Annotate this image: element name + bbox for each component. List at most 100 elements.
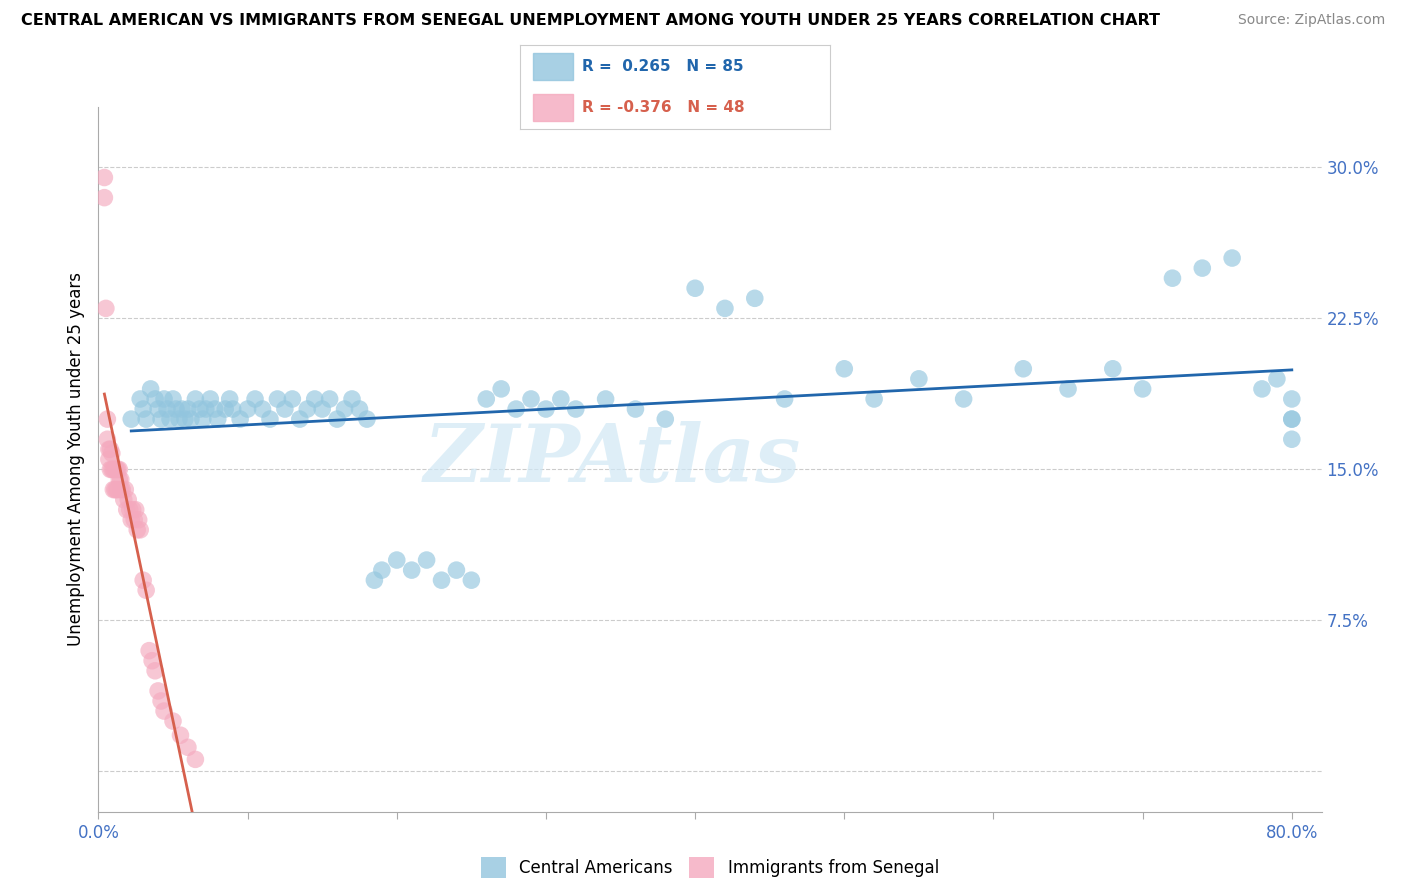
Point	[101, 446, 124, 460]
Point	[475, 392, 498, 406]
Text: R =  0.265   N = 85: R = 0.265 N = 85	[582, 59, 744, 74]
Point	[120, 513, 142, 527]
Point	[107, 462, 129, 476]
Point	[1281, 412, 1303, 426]
Point	[103, 483, 125, 497]
Point	[214, 402, 236, 417]
Point	[117, 492, 139, 507]
Point	[595, 392, 617, 406]
Point	[110, 483, 132, 497]
Point	[135, 412, 157, 426]
Point	[908, 372, 931, 386]
Point	[118, 502, 141, 516]
Point	[132, 573, 155, 587]
Point	[489, 382, 512, 396]
Point	[1281, 392, 1303, 406]
Text: R = -0.376   N = 48: R = -0.376 N = 48	[582, 100, 745, 115]
Point	[229, 412, 252, 426]
Point	[174, 412, 197, 426]
Point	[125, 502, 148, 516]
Point	[243, 392, 266, 406]
Point	[505, 402, 527, 417]
Point	[194, 402, 217, 417]
Point	[773, 392, 796, 406]
Point	[371, 563, 394, 577]
Point	[624, 402, 647, 417]
Point	[112, 492, 135, 507]
Point	[534, 402, 557, 417]
Point	[153, 392, 176, 406]
Point	[120, 412, 142, 426]
Point	[132, 402, 155, 417]
Point	[550, 392, 572, 406]
Point	[153, 704, 176, 718]
Point	[93, 191, 115, 205]
Point	[863, 392, 886, 406]
Point	[105, 483, 128, 497]
Point	[297, 402, 319, 417]
Point	[143, 664, 166, 678]
Point	[129, 392, 152, 406]
Point	[114, 483, 136, 497]
Point	[108, 462, 131, 476]
Point	[97, 442, 120, 457]
Point	[385, 553, 408, 567]
Point	[304, 392, 326, 406]
Point	[281, 392, 304, 406]
Point	[952, 392, 974, 406]
Point	[460, 573, 482, 587]
Point	[108, 473, 131, 487]
Point	[520, 392, 543, 406]
Point	[165, 402, 187, 417]
Point	[349, 402, 371, 417]
Point	[1012, 361, 1035, 376]
Y-axis label: Unemployment Among Youth under 25 years: Unemployment Among Youth under 25 years	[66, 272, 84, 647]
Point	[96, 432, 118, 446]
Point	[162, 392, 184, 406]
Point	[150, 694, 173, 708]
Point	[714, 301, 737, 316]
Point	[167, 412, 190, 426]
Point	[259, 412, 281, 426]
Point	[266, 392, 288, 406]
Point	[104, 462, 127, 476]
Point	[180, 412, 202, 426]
Point	[170, 402, 193, 417]
Point	[94, 301, 117, 316]
Point	[129, 523, 152, 537]
Point	[143, 392, 166, 406]
Point	[1161, 271, 1184, 285]
Point	[1265, 372, 1288, 386]
Point	[93, 170, 115, 185]
Point	[363, 573, 385, 587]
Point	[326, 412, 349, 426]
Point	[146, 402, 169, 417]
Bar	[533, 94, 572, 120]
Point	[139, 382, 162, 396]
Point	[1220, 251, 1243, 265]
Point	[218, 392, 240, 406]
Point	[150, 412, 173, 426]
Point	[288, 412, 311, 426]
Point	[177, 740, 200, 755]
Point	[184, 752, 207, 766]
Point	[188, 402, 211, 417]
Point	[162, 714, 184, 728]
Point	[104, 483, 127, 497]
Point	[156, 402, 179, 417]
Point	[430, 573, 453, 587]
Point	[1281, 412, 1303, 426]
Point	[107, 483, 129, 497]
Point	[318, 392, 340, 406]
Point	[415, 553, 437, 567]
Point	[311, 402, 333, 417]
Point	[98, 462, 121, 476]
Point	[127, 523, 149, 537]
Point	[1191, 261, 1213, 276]
Point	[169, 728, 191, 742]
Point	[122, 513, 145, 527]
Point	[356, 412, 378, 426]
Point	[1132, 382, 1154, 396]
Point	[97, 452, 120, 467]
Text: Source: ZipAtlas.com: Source: ZipAtlas.com	[1237, 13, 1385, 28]
